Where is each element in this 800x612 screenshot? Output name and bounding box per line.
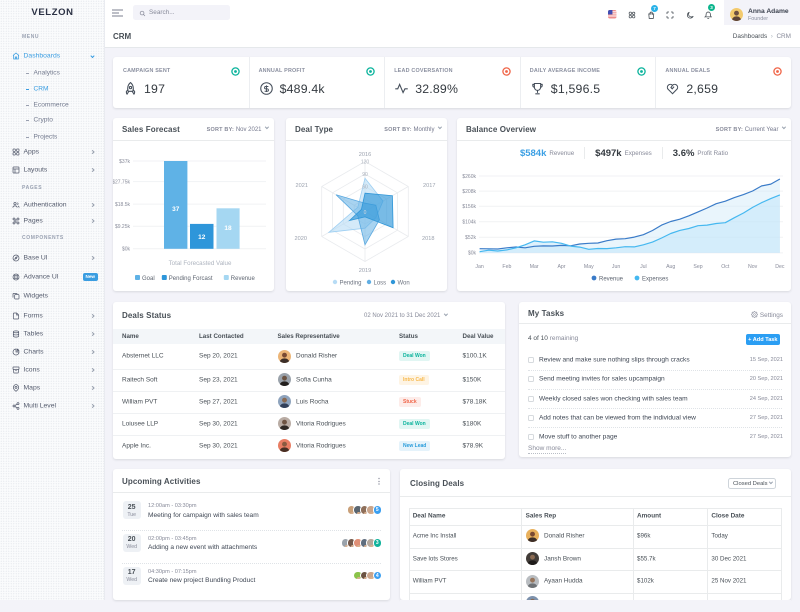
svg-text:0: 0 (364, 210, 367, 216)
svg-text:Jun: Jun (612, 264, 620, 270)
svg-text:Jul: Jul (640, 264, 647, 270)
svg-text:Won: Won (398, 280, 410, 286)
svg-text:$208k: $208k (462, 189, 476, 195)
svg-text:120: 120 (361, 160, 370, 166)
svg-text:Aug: Aug (666, 264, 675, 270)
svg-text:37: 37 (172, 206, 180, 213)
svg-text:May: May (584, 264, 594, 270)
svg-text:$27.75k: $27.75k (113, 179, 130, 185)
svg-text:2019: 2019 (359, 268, 371, 274)
svg-text:Dec: Dec (775, 264, 785, 270)
svg-text:2018: 2018 (422, 236, 434, 242)
svg-text:Apr: Apr (557, 264, 565, 270)
svg-text:$104k: $104k (462, 220, 476, 226)
svg-text:$156k: $156k (462, 204, 476, 210)
svg-text:Pending Forcast: Pending Forcast (169, 276, 213, 282)
svg-text:Feb: Feb (502, 264, 511, 270)
svg-text:90: 90 (362, 172, 368, 178)
svg-text:2021: 2021 (296, 183, 308, 189)
svg-text:Nov: Nov (748, 264, 758, 270)
svg-text:Mar: Mar (530, 264, 539, 270)
svg-text:Revenue: Revenue (599, 276, 624, 282)
svg-text:$37k: $37k (119, 159, 130, 165)
svg-text:$52k: $52k (465, 235, 476, 241)
svg-text:Revenue: Revenue (231, 276, 256, 282)
svg-text:18: 18 (224, 225, 232, 232)
svg-text:Pending: Pending (340, 280, 362, 286)
svg-text:2016: 2016 (359, 152, 371, 158)
svg-text:Total Forecasted Value: Total Forecasted Value (169, 260, 232, 267)
svg-text:$0k: $0k (468, 251, 477, 257)
svg-text:$18.5k: $18.5k (115, 202, 131, 208)
svg-text:60: 60 (362, 185, 368, 191)
svg-text:Sep: Sep (693, 264, 702, 270)
svg-text:Oct: Oct (721, 264, 730, 270)
svg-text:Goal: Goal (142, 276, 155, 282)
svg-text:2017: 2017 (423, 183, 435, 189)
svg-text:Expenses: Expenses (642, 276, 668, 282)
svg-text:12: 12 (198, 234, 206, 241)
svg-text:$0k: $0k (122, 247, 131, 253)
svg-text:$260k: $260k (462, 174, 476, 180)
svg-text:Loss: Loss (374, 280, 387, 286)
svg-text:2020: 2020 (295, 236, 307, 242)
svg-text:Jan: Jan (475, 264, 483, 270)
svg-text:$9.25k: $9.25k (115, 224, 131, 230)
